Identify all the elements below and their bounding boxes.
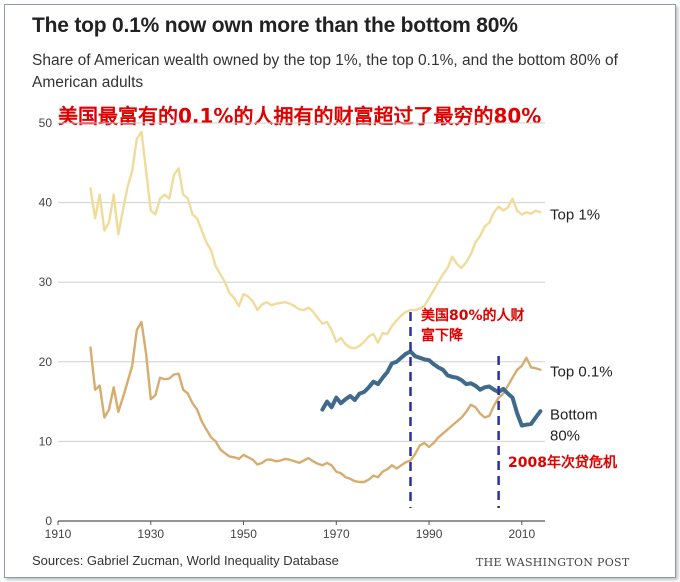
x-tick-label-1930: 1930 <box>137 527 164 541</box>
source-note: Sources: Gabriel Zucman, World Inequalit… <box>32 553 339 568</box>
annotation-decline-line-2: 富下降 <box>421 327 464 344</box>
series-label-bottom-80-line-2: 80% <box>550 427 580 444</box>
series-label-bottom-80: Bottom <box>550 406 598 423</box>
series-label-top-1: Top 1% <box>550 207 600 224</box>
x-tick-label-1950: 1950 <box>230 527 257 541</box>
x-tick-label-1910: 1910 <box>45 527 72 541</box>
series-line-top-1 <box>89 130 542 350</box>
series-line-top-0-1 <box>89 320 542 484</box>
chart-frame <box>4 4 676 578</box>
chart-title: The top 0.1% now own more than the botto… <box>32 14 518 37</box>
x-tick-label-2010: 2010 <box>508 527 535 541</box>
y-tick-label-20: 20 <box>39 355 53 369</box>
annotation-decline: 美国80%的人财 <box>421 307 525 324</box>
publisher-credit: THE WASHINGTON POST <box>476 556 630 569</box>
series-line-bottom-80 <box>320 349 543 428</box>
y-tick-label-0: 0 <box>45 514 52 528</box>
series-label-top-0-1: Top 0.1% <box>550 363 613 380</box>
x-tick-label-1970: 1970 <box>323 527 350 541</box>
y-tick-label-10: 10 <box>39 434 53 448</box>
annotation-crisis: 2008年次贷危机 <box>508 454 617 471</box>
y-tick-label-30: 30 <box>39 275 53 289</box>
chinese-headline: 美国最富有的0.1%的人拥有的财富超过了最穷的80% <box>58 104 542 128</box>
y-tick-label-40: 40 <box>39 196 53 210</box>
chart-subtitle: Share of American wealth owned by the to… <box>32 52 618 91</box>
x-tick-label-1990: 1990 <box>416 527 443 541</box>
y-tick-label-50: 50 <box>39 116 53 130</box>
